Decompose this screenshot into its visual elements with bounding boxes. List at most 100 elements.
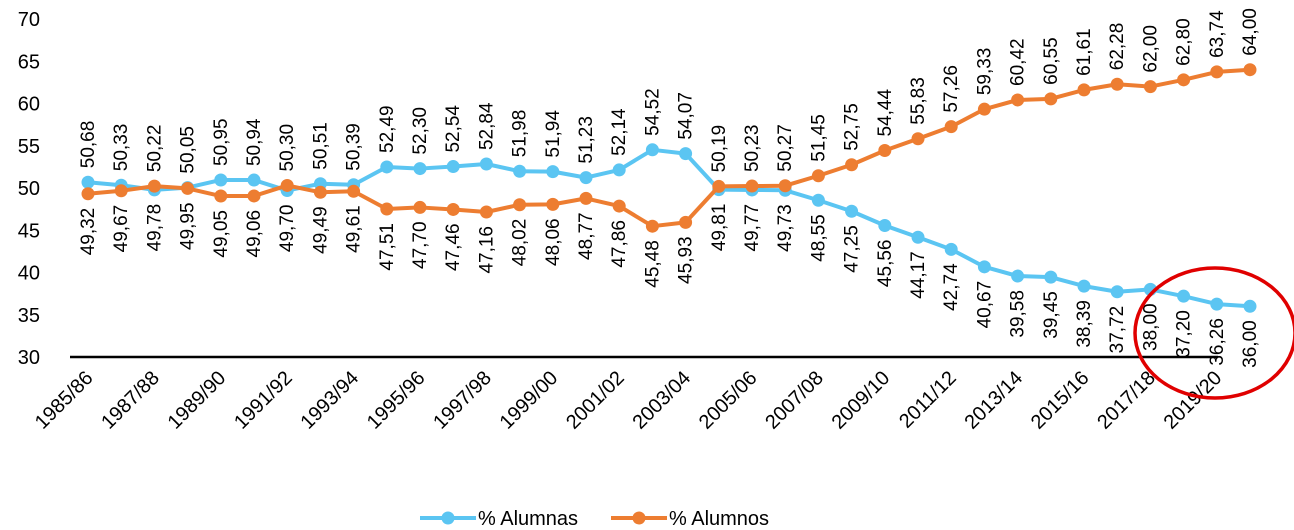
data-point-alumnas <box>977 260 991 274</box>
x-tick-label: 1995/96 <box>363 367 430 434</box>
data-label-alumnos: 47,16 <box>476 226 497 274</box>
y-tick-label: 30 <box>18 347 40 369</box>
y-axis: 30 35 40 45 50 55 60 65 70 <box>18 9 40 369</box>
data-point-alumnos <box>612 199 626 213</box>
data-label-alumnas: 52,84 <box>476 102 497 150</box>
data-label-alumnas: 38,00 <box>1140 303 1161 351</box>
data-label-alumnos: 50,19 <box>709 125 730 173</box>
data-point-alumnos <box>147 179 161 193</box>
data-label-alumnos: 47,51 <box>377 223 398 271</box>
data-point-alumnas <box>845 204 859 218</box>
data-point-alumnas <box>1177 289 1191 303</box>
x-tick-label: 1985/86 <box>31 367 98 434</box>
x-tick-label: 2009/10 <box>828 367 895 434</box>
data-point-alumnos <box>679 215 693 229</box>
data-point-alumnos <box>446 202 460 216</box>
data-point-alumnas <box>1243 299 1257 313</box>
data-point-alumnos <box>479 205 493 219</box>
data-label-alumnos: 62,28 <box>1107 23 1128 71</box>
data-point-alumnos <box>745 179 759 193</box>
data-label-alumnas: 52,14 <box>609 108 630 156</box>
data-label-alumnas: 52,54 <box>443 105 464 153</box>
data-point-alumnos <box>1011 93 1025 107</box>
x-tick-label: 1991/92 <box>230 367 297 434</box>
data-point-alumnos <box>645 219 659 233</box>
data-label-alumnas: 51,23 <box>576 116 597 164</box>
data-point-alumnos <box>1077 83 1091 97</box>
data-label-alumnos: 47,86 <box>609 220 630 268</box>
data-label-alumnos: 62,80 <box>1174 18 1195 66</box>
data-point-alumnas <box>81 175 95 189</box>
data-label-alumnas: 47,25 <box>842 225 863 273</box>
data-point-alumnas <box>446 160 460 174</box>
data-point-alumnos <box>712 179 726 193</box>
data-label-alumnos: 51,45 <box>808 114 829 162</box>
y-tick-label: 35 <box>18 305 40 327</box>
legend-label-alumnas: % Alumnas <box>478 508 578 530</box>
data-label-alumnos: 60,55 <box>1041 37 1062 85</box>
data-label-alumnas: 49,73 <box>775 204 796 252</box>
y-tick-label: 65 <box>18 51 40 73</box>
data-label-alumnas: 50,51 <box>310 122 331 170</box>
data-point-alumnos <box>214 189 228 203</box>
x-tick-label: 2017/18 <box>1093 367 1160 434</box>
data-label-alumnos: 64,00 <box>1240 8 1261 56</box>
data-point-alumnas <box>579 171 593 185</box>
data-point-alumnos <box>778 179 792 193</box>
y-tick-label: 60 <box>18 94 40 116</box>
x-tick-label: 2007/08 <box>761 367 828 434</box>
data-point-alumnos <box>114 184 128 198</box>
data-label-alumnas: 39,45 <box>1041 291 1062 339</box>
x-tick-label: 1987/88 <box>97 367 164 434</box>
x-tick-label: 2001/02 <box>562 367 629 434</box>
legend-marker-alumnos <box>632 511 646 525</box>
data-label-alumnos: 50,22 <box>144 125 165 173</box>
series-layer <box>81 63 1257 313</box>
data-label-alumnos: 45,93 <box>676 236 697 284</box>
data-point-alumnos <box>944 120 958 134</box>
data-label-alumnas: 50,05 <box>178 126 199 174</box>
x-tick-label: 1989/90 <box>164 367 231 434</box>
data-label-alumnas: 44,17 <box>908 251 929 299</box>
data-label-alumnos: 54,44 <box>875 89 896 137</box>
data-label-alumnas: 49,78 <box>144 204 165 252</box>
data-point-alumnos <box>513 198 527 212</box>
x-tick-label: 2003/04 <box>628 367 695 434</box>
data-point-alumnas <box>214 173 228 187</box>
data-label-alumnas: 45,56 <box>875 240 896 288</box>
data-point-alumnas <box>811 193 825 207</box>
data-point-alumnas <box>247 173 261 187</box>
data-label-alumnas: 38,39 <box>1074 300 1095 348</box>
data-label-alumnas: 39,58 <box>1008 290 1029 338</box>
data-point-alumnos <box>81 187 95 201</box>
data-label-alumnos: 50,30 <box>277 124 298 172</box>
data-label-alumnos: 50,27 <box>775 124 796 172</box>
x-tick-label: 1997/98 <box>429 367 496 434</box>
data-label-alumnas: 50,68 <box>78 121 99 169</box>
data-point-alumnas <box>612 163 626 177</box>
annotation-layer <box>1133 266 1294 400</box>
data-point-alumnas <box>878 219 892 233</box>
y-tick-label: 70 <box>18 9 40 31</box>
data-label-alumnas: 37,72 <box>1107 306 1128 354</box>
data-label-alumnos: 49,32 <box>78 208 99 256</box>
x-tick-label: 2011/12 <box>895 367 961 433</box>
data-label-alumnas: 50,94 <box>244 118 265 166</box>
legend-label-alumnos: % Alumnos <box>669 508 769 530</box>
data-label-alumnos: 47,70 <box>410 221 431 269</box>
data-point-alumnas <box>1077 279 1091 293</box>
data-point-alumnos <box>313 185 327 199</box>
legend: % Alumnas % Alumnos <box>420 508 769 530</box>
data-point-alumnas <box>479 157 493 171</box>
data-label-alumnas: 36,26 <box>1207 318 1228 366</box>
data-point-alumnos <box>280 178 294 192</box>
data-label-alumnas: 52,30 <box>410 107 431 155</box>
data-label-alumnas: 51,94 <box>543 110 564 158</box>
data-point-alumnas <box>546 165 560 179</box>
data-label-alumnos: 55,83 <box>908 77 929 125</box>
data-label-alumnos: 49,49 <box>310 206 331 254</box>
data-point-alumnas <box>679 147 693 161</box>
data-label-alumnos: 47,46 <box>443 223 464 271</box>
data-point-alumnas <box>645 143 659 157</box>
